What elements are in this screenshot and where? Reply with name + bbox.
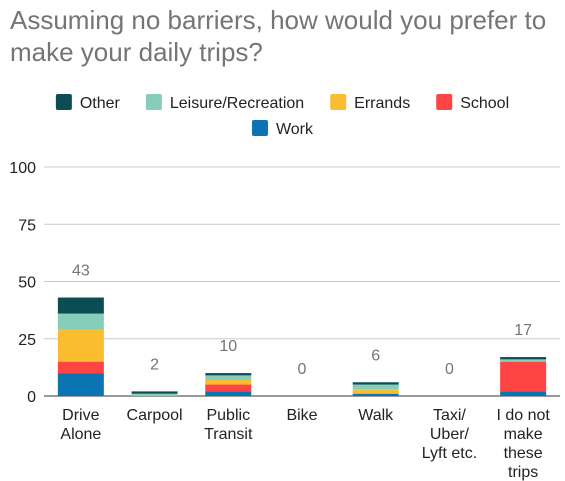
bar-public-transit-leisure-recreation	[205, 375, 252, 380]
legend-label-school: School	[460, 95, 509, 112]
legend-swatch-school	[436, 94, 453, 110]
total-labels: 43 2 10 0 6 0 17	[72, 263, 532, 378]
bar-i-do-not-make-these-trips-work	[500, 391, 547, 396]
legend-label-errands: Errands	[354, 95, 410, 112]
bar-carpool-other	[131, 391, 178, 394]
bar-public-transit-other	[205, 373, 252, 376]
legend-label-leisure-recreation: Leisure/Recreation	[170, 95, 304, 112]
x-axis: Drive Alone Carpool Public Transit Bike Walk Ta…	[60, 407, 550, 481]
total-label-i-do-not-make-these-trips: 17	[514, 322, 532, 339]
total-label-taxi-uber-lyft-etc: 0	[445, 361, 454, 378]
x-tick-label-taxi-uber-lyft-etc-line-1: Taxi/	[433, 407, 466, 424]
bar-drive-alone-errands	[57, 329, 104, 362]
bar-i-do-not-make-these-trips-other	[500, 357, 547, 360]
x-tick-label-taxi-uber-lyft-etc-line-2: Uber/	[430, 426, 470, 443]
bar-public-transit-work	[205, 391, 252, 396]
bar-walk-leisure-recreation	[352, 384, 399, 390]
bar-walk-errands	[352, 389, 399, 394]
bar-walk-other	[352, 382, 399, 385]
bar-drive-alone-work	[57, 373, 104, 396]
legend: Other Leisure/Recreation Errands School Work	[55, 94, 509, 138]
bar-drive-alone-school	[57, 361, 104, 374]
chart-title: Assuming no barriers, how would you pref…	[10, 5, 547, 67]
y-tick-label-25: 25	[18, 332, 36, 349]
x-tick-label-i-do-not-make-these-trips-line-3: these	[504, 445, 543, 462]
x-tick-label-public-transit-line-2: Transit	[204, 426, 253, 443]
bars	[57, 297, 547, 396]
legend-swatch-other	[55, 94, 72, 110]
bar-i-do-not-make-these-trips-school	[500, 361, 547, 392]
x-tick-label-drive-alone-line-1: Drive	[62, 407, 99, 424]
bar-drive-alone-other	[57, 297, 104, 314]
x-tick-label-drive-alone-line-2: Alone	[60, 426, 101, 443]
total-label-drive-alone: 43	[72, 263, 90, 280]
total-label-carpool: 2	[150, 356, 159, 373]
x-tick-label-i-do-not-make-these-trips-line-4: trips	[508, 464, 538, 481]
y-axis: 0 25 50 75 100	[9, 160, 36, 406]
total-label-bike: 0	[298, 361, 307, 378]
x-tick-label-i-do-not-make-these-trips-line-1: I do not	[496, 407, 550, 424]
bar-public-transit-school	[205, 384, 252, 392]
legend-label-work: Work	[276, 121, 314, 138]
y-tick-label-50: 50	[18, 275, 36, 292]
y-tick-label-75: 75	[18, 217, 36, 234]
y-tick-label-100: 100	[9, 160, 36, 177]
y-tick-label-0: 0	[27, 389, 36, 406]
gridlines	[44, 166, 560, 397]
bar-public-transit-errands	[205, 379, 252, 385]
x-tick-label-public-transit-line-1: Public	[206, 407, 250, 424]
total-label-walk: 6	[371, 347, 380, 364]
x-tick-label-walk-line-1: Walk	[358, 407, 394, 424]
bar-i-do-not-make-these-trips-leisure-recreation	[500, 359, 547, 362]
legend-swatch-leisure-recreation	[145, 94, 162, 110]
x-tick-label-bike-line-1: Bike	[286, 407, 317, 424]
bar-carpool-leisure-recreation	[131, 393, 178, 396]
x-tick-label-taxi-uber-lyft-etc-line-3: Lyft etc.	[422, 445, 477, 462]
legend-swatch-work	[251, 120, 268, 136]
bar-walk-work	[352, 393, 399, 396]
x-tick-label-i-do-not-make-these-trips-line-2: make	[504, 426, 543, 443]
total-label-public-transit: 10	[219, 338, 237, 355]
x-tick-label-carpool-line-1: Carpool	[127, 407, 183, 424]
bar-drive-alone-leisure-recreation	[57, 313, 104, 330]
legend-swatch-errands	[330, 94, 347, 110]
legend-label-other: Other	[80, 95, 121, 112]
